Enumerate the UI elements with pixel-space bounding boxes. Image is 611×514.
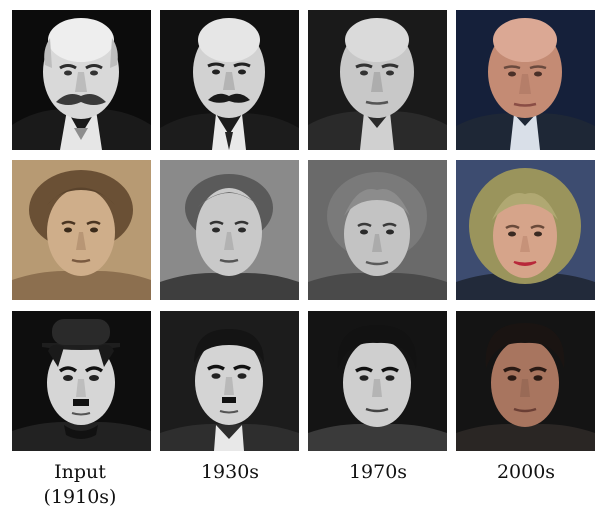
photo-row1-2000s [456, 10, 595, 150]
photo-row3-1970s [308, 311, 447, 451]
column-label-1930s: 1930s [156, 460, 304, 485]
photo-row2-1930s [160, 160, 299, 300]
photo-row3-2000s [456, 311, 595, 451]
photo-row2-2000s [456, 160, 595, 300]
column-label-input: Input (1910s) [6, 460, 154, 510]
label-main: 2000s [496, 461, 556, 483]
photo-row1-1930s [160, 10, 299, 150]
photo-row3-1930s [160, 311, 299, 451]
label-sub: (1910s) [43, 486, 117, 508]
label-main: 1970s [348, 461, 408, 483]
label-main: 1930s [200, 461, 260, 483]
photo-row3-input [12, 311, 151, 451]
label-main: Input [54, 461, 106, 483]
photo-row1-1970s [308, 10, 447, 150]
photo-row1-input [12, 10, 151, 150]
photo-row2-1970s [308, 160, 447, 300]
column-label-2000s: 2000s [452, 460, 600, 485]
column-label-1970s: 1970s [304, 460, 452, 485]
photo-row2-input [12, 160, 151, 300]
